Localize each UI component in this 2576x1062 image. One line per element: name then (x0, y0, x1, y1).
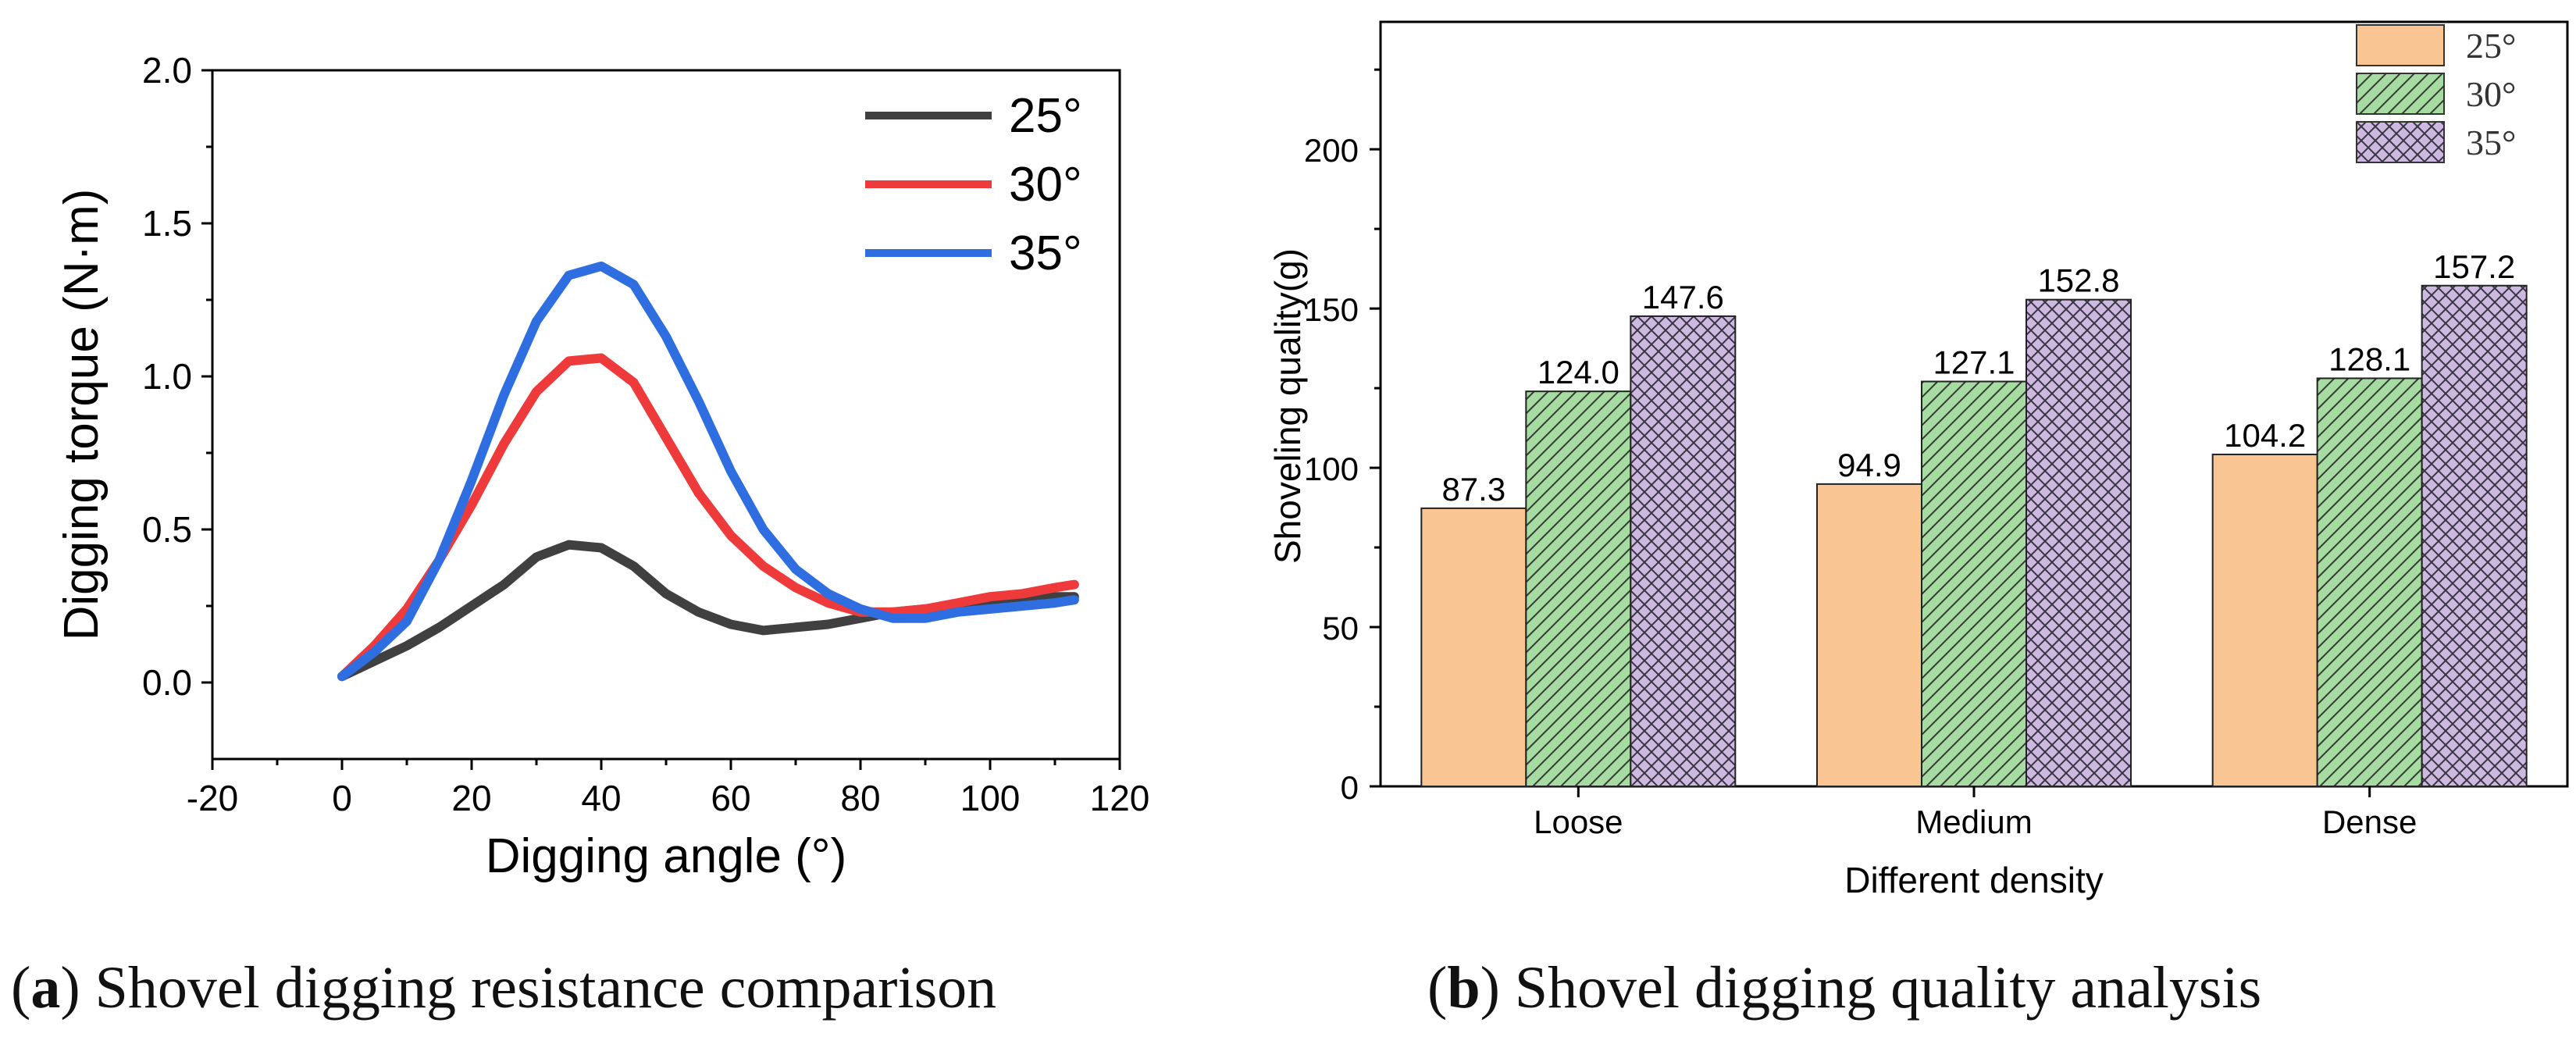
y-tick-label: 0 (1341, 769, 1359, 806)
bar-value-label: 127.1 (1933, 344, 2015, 381)
y-tick-label: 1.0 (142, 356, 192, 397)
bar-dense-0 (2211, 453, 2318, 787)
legend-swatch-25 (2356, 24, 2445, 66)
bar-medium-1 (1921, 380, 2027, 787)
series-lines (337, 261, 1079, 682)
legend-swatch-35 (2356, 121, 2445, 163)
legend-label-35: 35° (2466, 123, 2516, 162)
x-axis-label: Digging angle (°) (486, 829, 847, 883)
x-tick-label: 80 (840, 778, 880, 818)
caption-a-letter: a (30, 955, 61, 1021)
legend-label-35: 35° (1009, 226, 1082, 280)
y-tick-label: 0.0 (142, 662, 192, 703)
caption-b-letter: b (1447, 955, 1480, 1021)
x-tick-label: 120 (1090, 778, 1150, 818)
bar-value-label: 87.3 (1441, 471, 1505, 508)
bar-medium-0 (1816, 483, 1922, 787)
x-tick-label: 60 (711, 778, 750, 818)
caption-a-close: ) (60, 955, 80, 1021)
plot-frame (211, 69, 1121, 761)
bar-value-label: 152.8 (2037, 262, 2119, 299)
bar-loose-1 (1525, 390, 1632, 787)
y-tick-label: 0.5 (142, 509, 192, 550)
legend: 25° 30° 35° (2356, 24, 2516, 163)
x-tick-label: Dense (2322, 804, 2417, 840)
legend-label-25: 25° (1009, 89, 1082, 143)
y-axis: 0.0 0.5 1.0 1.5 2.0 (142, 50, 212, 703)
bar-value-label: 128.1 (2328, 340, 2410, 377)
bars: 87.3 124.0 147.6 94.9 127.1 152.8 104.2 128.1 15… (1420, 248, 2528, 788)
torque-line-chart: -20 0 20 40 60 80 100 120 0.0 0.5 1.0 1.5 2.0 Diggi… (55, 50, 1149, 883)
y-tick-label: 150 (1304, 291, 1359, 328)
series-line-1 (337, 353, 1079, 682)
bar-value-label: 94.9 (1837, 447, 1901, 483)
y-tick-label: 1.5 (142, 203, 192, 244)
legend-label-30: 30° (2466, 74, 2516, 114)
caption-a-text: Shovel digging resistance comparison (80, 955, 997, 1021)
x-tick-label: 40 (581, 778, 621, 818)
bar-loose-0 (1420, 507, 1527, 787)
caption-a: (a) Shovel digging resistance comparison (11, 954, 996, 1022)
caption-b-close: ) (1480, 955, 1500, 1021)
x-axis-label: Different density (1844, 860, 2104, 900)
shoveling-bar-chart: 0 50 100 150 200 87.3 124.0 147.6 94.9 127.1 152.… (1267, 20, 2569, 900)
series-line-2 (337, 261, 1079, 682)
x-tick-label: 100 (960, 778, 1021, 818)
x-tick-label: Medium (1915, 804, 2032, 840)
bar-value-label: 147.6 (1642, 279, 1724, 315)
caption-b-open: ( (1427, 955, 1448, 1021)
y-tick-label: 50 (1322, 610, 1359, 647)
bar-loose-2 (1630, 315, 1737, 788)
legend-swatch-30 (2356, 73, 2445, 115)
legend-label-25: 25° (2466, 26, 2516, 66)
bar-dense-2 (2421, 284, 2528, 787)
bar-value-label: 157.2 (2433, 248, 2515, 285)
y-axis-label: Digging torque (N·m) (55, 189, 109, 641)
x-tick-label: -20 (187, 778, 238, 818)
y-tick-label: 200 (1304, 132, 1359, 169)
y-tick-label: 100 (1304, 451, 1359, 487)
bar-medium-2 (2026, 298, 2132, 788)
x-tick-label: 20 (451, 778, 491, 818)
legend-label-30: 30° (1009, 158, 1082, 212)
y-tick-label: 2.0 (142, 50, 192, 91)
legend: 25° 30° 35° (865, 89, 1082, 280)
bar-value-label: 104.2 (2224, 417, 2306, 454)
caption-b: (b) Shovel digging quality analysis (1427, 954, 2261, 1022)
caption-a-open: ( (11, 955, 31, 1021)
bar-value-label: 124.0 (1537, 354, 1619, 390)
y-axis-label: Shoveling quality(g) (1267, 248, 1308, 564)
y-axis: 0 50 100 150 200 (1304, 68, 1381, 806)
x-tick-label: Loose (1534, 804, 1623, 840)
x-axis: -20 0 20 40 60 80 100 120 (187, 759, 1150, 818)
caption-b-text: Shovel digging quality analysis (1499, 955, 2262, 1021)
x-tick-label: 0 (332, 778, 352, 818)
bar-dense-1 (2316, 377, 2423, 787)
x-axis: Loose Medium Dense (1534, 786, 2417, 840)
